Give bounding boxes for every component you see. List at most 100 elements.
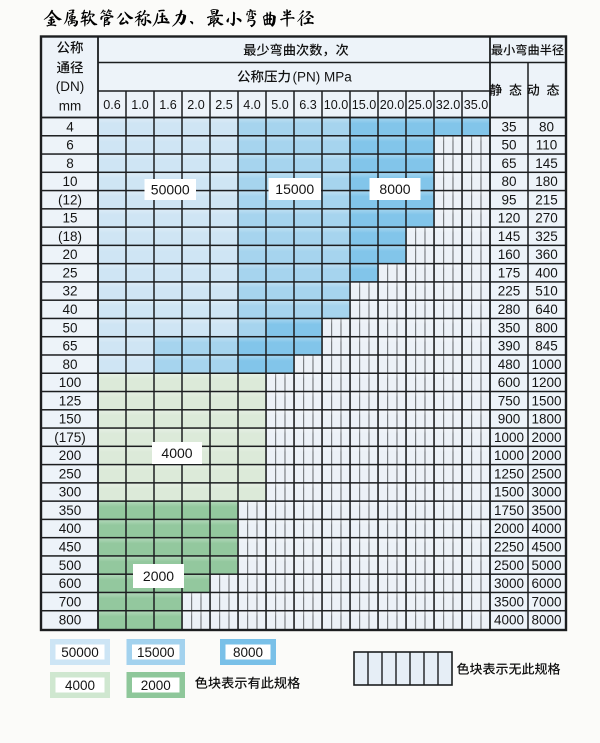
svg-text:15.0: 15.0 bbox=[352, 98, 377, 112]
svg-text:3000: 3000 bbox=[531, 485, 561, 500]
svg-text:8: 8 bbox=[66, 156, 74, 171]
svg-text:6000: 6000 bbox=[531, 576, 561, 591]
svg-text:4500: 4500 bbox=[531, 539, 561, 554]
svg-text:180: 180 bbox=[535, 174, 558, 189]
svg-text:1.0: 1.0 bbox=[131, 98, 149, 112]
svg-text:400: 400 bbox=[535, 265, 558, 280]
svg-text:25: 25 bbox=[62, 265, 77, 280]
svg-text:100: 100 bbox=[59, 375, 82, 390]
svg-text:15000: 15000 bbox=[275, 181, 314, 197]
svg-text:450: 450 bbox=[59, 539, 82, 554]
svg-text:1250: 1250 bbox=[494, 466, 524, 481]
svg-text:(12): (12) bbox=[58, 192, 82, 207]
svg-text:900: 900 bbox=[498, 412, 521, 427]
svg-text:2000: 2000 bbox=[531, 448, 561, 463]
svg-text:0.6: 0.6 bbox=[103, 98, 121, 112]
svg-text:80: 80 bbox=[501, 174, 516, 189]
svg-text:20: 20 bbox=[62, 247, 77, 262]
svg-text:360: 360 bbox=[535, 247, 558, 262]
svg-text:8000: 8000 bbox=[379, 181, 410, 197]
svg-text:6: 6 bbox=[66, 138, 74, 153]
svg-text:6.3: 6.3 bbox=[299, 98, 317, 112]
svg-text:2000: 2000 bbox=[531, 430, 561, 445]
svg-text:(175): (175) bbox=[54, 430, 86, 445]
svg-text:10: 10 bbox=[62, 174, 77, 189]
svg-text:32.0: 32.0 bbox=[436, 98, 461, 112]
svg-text:480: 480 bbox=[498, 357, 521, 372]
svg-text:110: 110 bbox=[536, 138, 558, 153]
svg-text:600: 600 bbox=[59, 576, 82, 591]
svg-text:1000: 1000 bbox=[531, 357, 561, 372]
svg-text:1200: 1200 bbox=[531, 375, 561, 390]
svg-text:2500: 2500 bbox=[494, 558, 524, 573]
svg-text:5.0: 5.0 bbox=[271, 98, 289, 112]
svg-text:80: 80 bbox=[539, 119, 554, 134]
svg-text:15000: 15000 bbox=[137, 645, 175, 660]
svg-text:65: 65 bbox=[62, 339, 77, 354]
svg-text:400: 400 bbox=[59, 521, 82, 536]
svg-text:3500: 3500 bbox=[494, 594, 524, 609]
svg-text:325: 325 bbox=[535, 229, 558, 244]
svg-text:2000: 2000 bbox=[494, 521, 524, 536]
svg-text:25.0: 25.0 bbox=[408, 98, 433, 112]
svg-text:3000: 3000 bbox=[494, 576, 524, 591]
svg-text:2500: 2500 bbox=[531, 466, 561, 481]
svg-text:125: 125 bbox=[59, 393, 82, 408]
svg-text:800: 800 bbox=[59, 613, 82, 628]
svg-text:800: 800 bbox=[535, 320, 558, 335]
svg-text:50000: 50000 bbox=[151, 181, 190, 197]
svg-text:145: 145 bbox=[498, 229, 521, 244]
svg-text:1.6: 1.6 bbox=[159, 98, 177, 112]
svg-text:3500: 3500 bbox=[531, 503, 561, 518]
svg-text:1000: 1000 bbox=[494, 430, 524, 445]
svg-text:mm: mm bbox=[59, 99, 82, 114]
svg-text:150: 150 bbox=[59, 412, 82, 427]
svg-text:4.0: 4.0 bbox=[243, 98, 261, 112]
svg-text:95: 95 bbox=[501, 192, 516, 207]
svg-text:40: 40 bbox=[62, 302, 77, 317]
svg-text:1750: 1750 bbox=[494, 503, 524, 518]
svg-text:120: 120 bbox=[498, 211, 521, 226]
svg-text:1000: 1000 bbox=[494, 448, 524, 463]
svg-text:160: 160 bbox=[498, 247, 521, 262]
svg-text:80: 80 bbox=[62, 357, 77, 372]
svg-text:1500: 1500 bbox=[494, 485, 524, 500]
svg-text:(PN) MPa: (PN) MPa bbox=[293, 69, 353, 84]
svg-text:145: 145 bbox=[535, 156, 558, 171]
svg-text:7000: 7000 bbox=[531, 594, 561, 609]
svg-text:8000: 8000 bbox=[233, 645, 263, 660]
svg-text:640: 640 bbox=[535, 302, 558, 317]
svg-text:175: 175 bbox=[498, 265, 521, 280]
svg-text:5000: 5000 bbox=[531, 558, 561, 573]
svg-text:4000: 4000 bbox=[65, 678, 95, 693]
svg-text:510: 510 bbox=[535, 284, 558, 299]
svg-text:(DN): (DN) bbox=[56, 79, 85, 94]
svg-text:50000: 50000 bbox=[61, 645, 99, 660]
svg-text:4: 4 bbox=[66, 119, 74, 134]
svg-text:350: 350 bbox=[498, 320, 521, 335]
svg-text:1800: 1800 bbox=[531, 412, 561, 427]
svg-text:350: 350 bbox=[59, 503, 82, 518]
svg-text:65: 65 bbox=[501, 156, 516, 171]
svg-text:20.0: 20.0 bbox=[380, 98, 405, 112]
svg-text:32: 32 bbox=[62, 284, 77, 299]
svg-text:700: 700 bbox=[59, 594, 82, 609]
svg-text:215: 215 bbox=[535, 192, 558, 207]
svg-text:390: 390 bbox=[498, 339, 521, 354]
svg-text:500: 500 bbox=[59, 558, 82, 573]
svg-text:35.0: 35.0 bbox=[464, 98, 489, 112]
svg-text:(18): (18) bbox=[58, 229, 82, 244]
svg-text:225: 225 bbox=[498, 284, 521, 299]
svg-text:2000: 2000 bbox=[141, 678, 171, 693]
svg-text:4000: 4000 bbox=[494, 613, 524, 628]
svg-text:4000: 4000 bbox=[161, 445, 192, 461]
svg-text:280: 280 bbox=[498, 302, 521, 317]
svg-text:35: 35 bbox=[501, 119, 516, 134]
svg-text:8000: 8000 bbox=[531, 613, 561, 628]
svg-text:845: 845 bbox=[535, 339, 558, 354]
svg-text:2.5: 2.5 bbox=[215, 98, 233, 112]
svg-text:2000: 2000 bbox=[143, 568, 174, 584]
svg-text:50: 50 bbox=[62, 320, 77, 335]
svg-text:2250: 2250 bbox=[494, 539, 524, 554]
svg-text:300: 300 bbox=[59, 485, 82, 500]
